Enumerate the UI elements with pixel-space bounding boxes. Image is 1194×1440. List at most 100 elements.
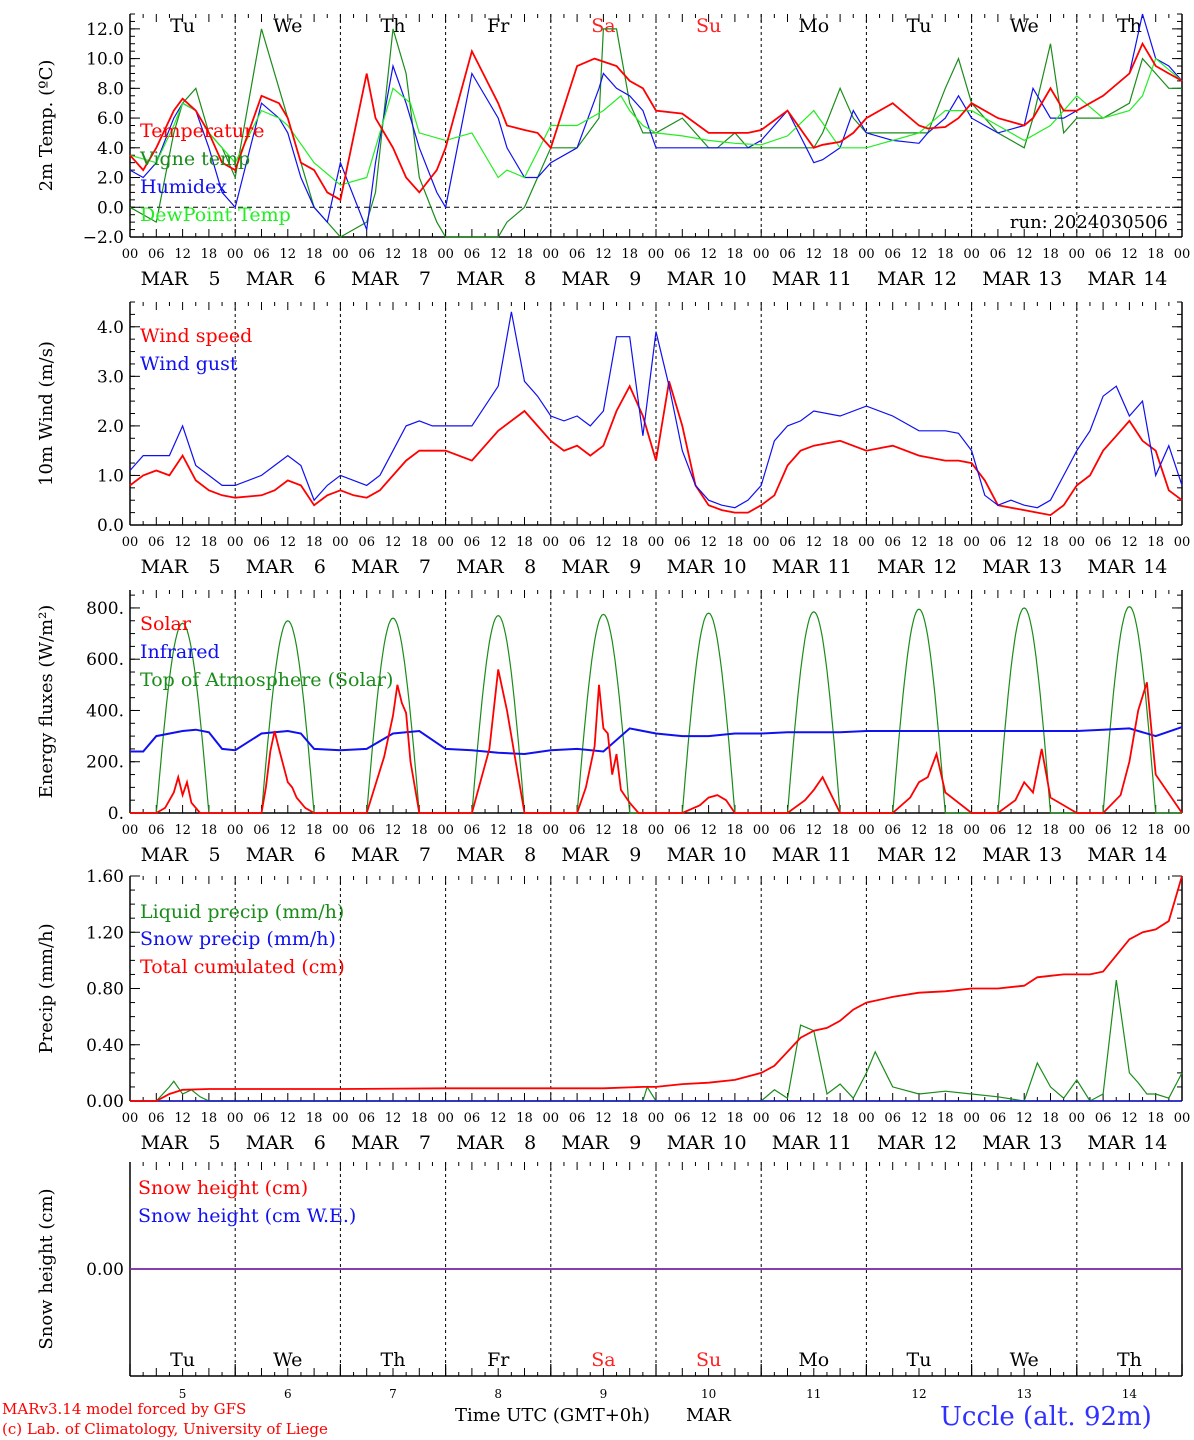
- hour-tick-label: 00: [1174, 247, 1191, 262]
- hour-tick-label: 18: [516, 535, 533, 550]
- date-day-label: 7: [419, 1132, 431, 1154]
- weekday-label: Sa: [591, 15, 615, 37]
- hour-tick-label: 06: [464, 823, 481, 838]
- date-month-label: MAR: [877, 1132, 925, 1154]
- legend-entry: Wind speed: [140, 325, 252, 347]
- hour-tick-label: 18: [727, 1111, 744, 1126]
- date-month-label: MAR: [772, 556, 820, 578]
- hour-tick-label: 18: [937, 535, 954, 550]
- date-month-label: MAR: [877, 556, 925, 578]
- hour-tick-label: 00: [753, 535, 770, 550]
- weekday-label: Su: [696, 1349, 721, 1371]
- hour-tick-label: 18: [306, 535, 323, 550]
- hour-tick-label: 06: [674, 535, 691, 550]
- hour-tick-label: 18: [832, 1111, 849, 1126]
- hour-tick-label: 12: [595, 247, 612, 262]
- hour-tick-label: 12: [1016, 535, 1033, 550]
- date-month-label: MAR: [982, 844, 1030, 866]
- hour-tick-label: 00: [648, 823, 665, 838]
- hour-tick-label: 00: [437, 247, 454, 262]
- series-line-dewpoint-temp: [129, 57, 1183, 186]
- legend-entry: Snow precip (mm/h): [140, 928, 336, 950]
- date-day-label: 5: [209, 268, 221, 290]
- hour-tick-label: 06: [1095, 1111, 1112, 1126]
- series-line-humidex: [129, 13, 1183, 230]
- date-day-label: 7: [419, 844, 431, 866]
- date-month-label: MAR: [982, 268, 1030, 290]
- y-tick-label: 600.: [86, 650, 124, 670]
- date-month-label: MAR: [351, 844, 399, 866]
- date-month-label: MAR: [877, 844, 925, 866]
- hour-tick-label: 12: [490, 1111, 507, 1126]
- hour-tick-label: 18: [832, 535, 849, 550]
- date-month-label: MAR: [667, 844, 715, 866]
- hour-tick-label: 12: [280, 823, 297, 838]
- hour-tick-label: 00: [858, 535, 875, 550]
- date-month-label: MAR: [246, 844, 294, 866]
- hour-tick-label: 18: [516, 1111, 533, 1126]
- hour-tick-label: 12: [280, 247, 297, 262]
- hour-tick-label: 06: [779, 1111, 796, 1126]
- date-month-label: MAR: [141, 556, 189, 578]
- hour-tick-label: 06: [884, 1111, 901, 1126]
- hour-tick-label: 18: [937, 247, 954, 262]
- hour-tick-label: 06: [884, 823, 901, 838]
- y-tick-label: 1.60: [86, 867, 124, 887]
- date-day-label: 5: [209, 1132, 221, 1154]
- hour-tick-label: 12: [280, 535, 297, 550]
- date-day-label: 5: [179, 1387, 187, 1401]
- station-label: Uccle (alt. 92m): [940, 1402, 1152, 1432]
- model-credit: MARv3.14 model forced by GFS: [2, 1400, 247, 1418]
- hour-tick-label: 06: [674, 823, 691, 838]
- hour-tick-label: 00: [543, 823, 560, 838]
- hour-tick-label: 00: [963, 247, 980, 262]
- hour-tick-label: 18: [201, 247, 218, 262]
- legend-entry: Total cumulated (cm): [140, 956, 345, 978]
- hour-tick-label: 18: [306, 823, 323, 838]
- weekday-label: Tu: [170, 1349, 195, 1371]
- hour-tick-label: 00: [122, 247, 139, 262]
- weekday-label: We: [273, 15, 302, 37]
- hour-tick-label: 06: [1095, 247, 1112, 262]
- y-tick-label: 10.0: [86, 50, 124, 70]
- hour-tick-label: 12: [595, 1111, 612, 1126]
- date-month-label: MAR: [982, 556, 1030, 578]
- y-tick-label: 4.0: [97, 139, 124, 159]
- hour-tick-label: 18: [621, 823, 638, 838]
- weekday-label: Th: [1117, 1349, 1142, 1371]
- hour-tick-label: 12: [911, 247, 928, 262]
- hour-tick-label: 00: [648, 535, 665, 550]
- hour-tick-label: 00: [753, 1111, 770, 1126]
- hour-tick-label: 00: [227, 823, 244, 838]
- y-tick-label: 0.0: [97, 198, 124, 218]
- date-month-label: MAR: [351, 556, 399, 578]
- y-tick-label: 0.: [108, 804, 124, 824]
- date-month-label: MAR: [351, 268, 399, 290]
- date-month-label: MAR: [1087, 556, 1135, 578]
- hour-tick-label: 00: [1069, 823, 1086, 838]
- hour-tick-label: 00: [963, 823, 980, 838]
- hour-tick-label: 12: [1016, 1111, 1033, 1126]
- weekday-label: Fr: [487, 1349, 510, 1371]
- hour-tick-label: 00: [122, 1111, 139, 1126]
- hour-tick-label: 12: [700, 535, 717, 550]
- date-day-label: 12: [933, 1132, 957, 1154]
- hour-tick-label: 18: [1147, 535, 1164, 550]
- hour-tick-label: 00: [332, 247, 349, 262]
- date-day-label: 12: [933, 556, 957, 578]
- date-month-label: MAR: [141, 1132, 189, 1154]
- date-day-label: 10: [701, 1387, 716, 1401]
- hour-tick-label: 12: [490, 823, 507, 838]
- hour-tick-label: 12: [490, 247, 507, 262]
- date-month-label: MAR: [772, 844, 820, 866]
- date-month-label: MAR: [667, 1132, 715, 1154]
- legend-entry: Infrared: [140, 641, 220, 663]
- hour-tick-label: 06: [674, 247, 691, 262]
- weekday-label: Th: [381, 15, 406, 37]
- hour-tick-label: 06: [569, 823, 586, 838]
- date-day-label: 12: [911, 1387, 926, 1401]
- hour-tick-label: 18: [411, 823, 428, 838]
- hour-tick-label: 18: [411, 535, 428, 550]
- hour-tick-label: 06: [990, 247, 1007, 262]
- y-tick-label: 2.0: [97, 417, 124, 437]
